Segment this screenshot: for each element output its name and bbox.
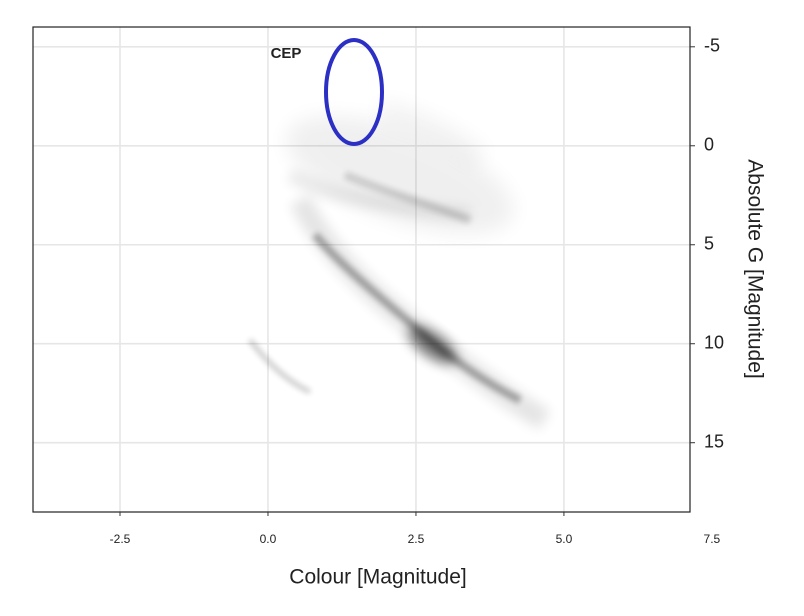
y-tick-label: 5	[704, 234, 714, 254]
x-tick-label: 2.5	[408, 532, 425, 546]
density-cloud	[248, 100, 551, 430]
x-tick-label: 0.0	[260, 532, 277, 546]
y-tick-label: 15	[704, 431, 724, 451]
x-tick-label: 5.0	[556, 532, 573, 546]
x-axis-label: Colour [Magnitude]	[289, 566, 466, 589]
y-tick-label: 0	[704, 135, 714, 155]
y-tick-label: -5	[704, 36, 720, 56]
y-tick-label: 10	[704, 332, 724, 352]
cep-ellipse	[324, 38, 384, 146]
panel-border	[32, 26, 691, 513]
annotation: CEP	[271, 45, 302, 62]
y-axis-label: Absolute G [Magnitude]	[743, 159, 766, 378]
x-tick-label: -2.5	[110, 532, 131, 546]
x-tick-label: 7.5	[704, 532, 721, 546]
